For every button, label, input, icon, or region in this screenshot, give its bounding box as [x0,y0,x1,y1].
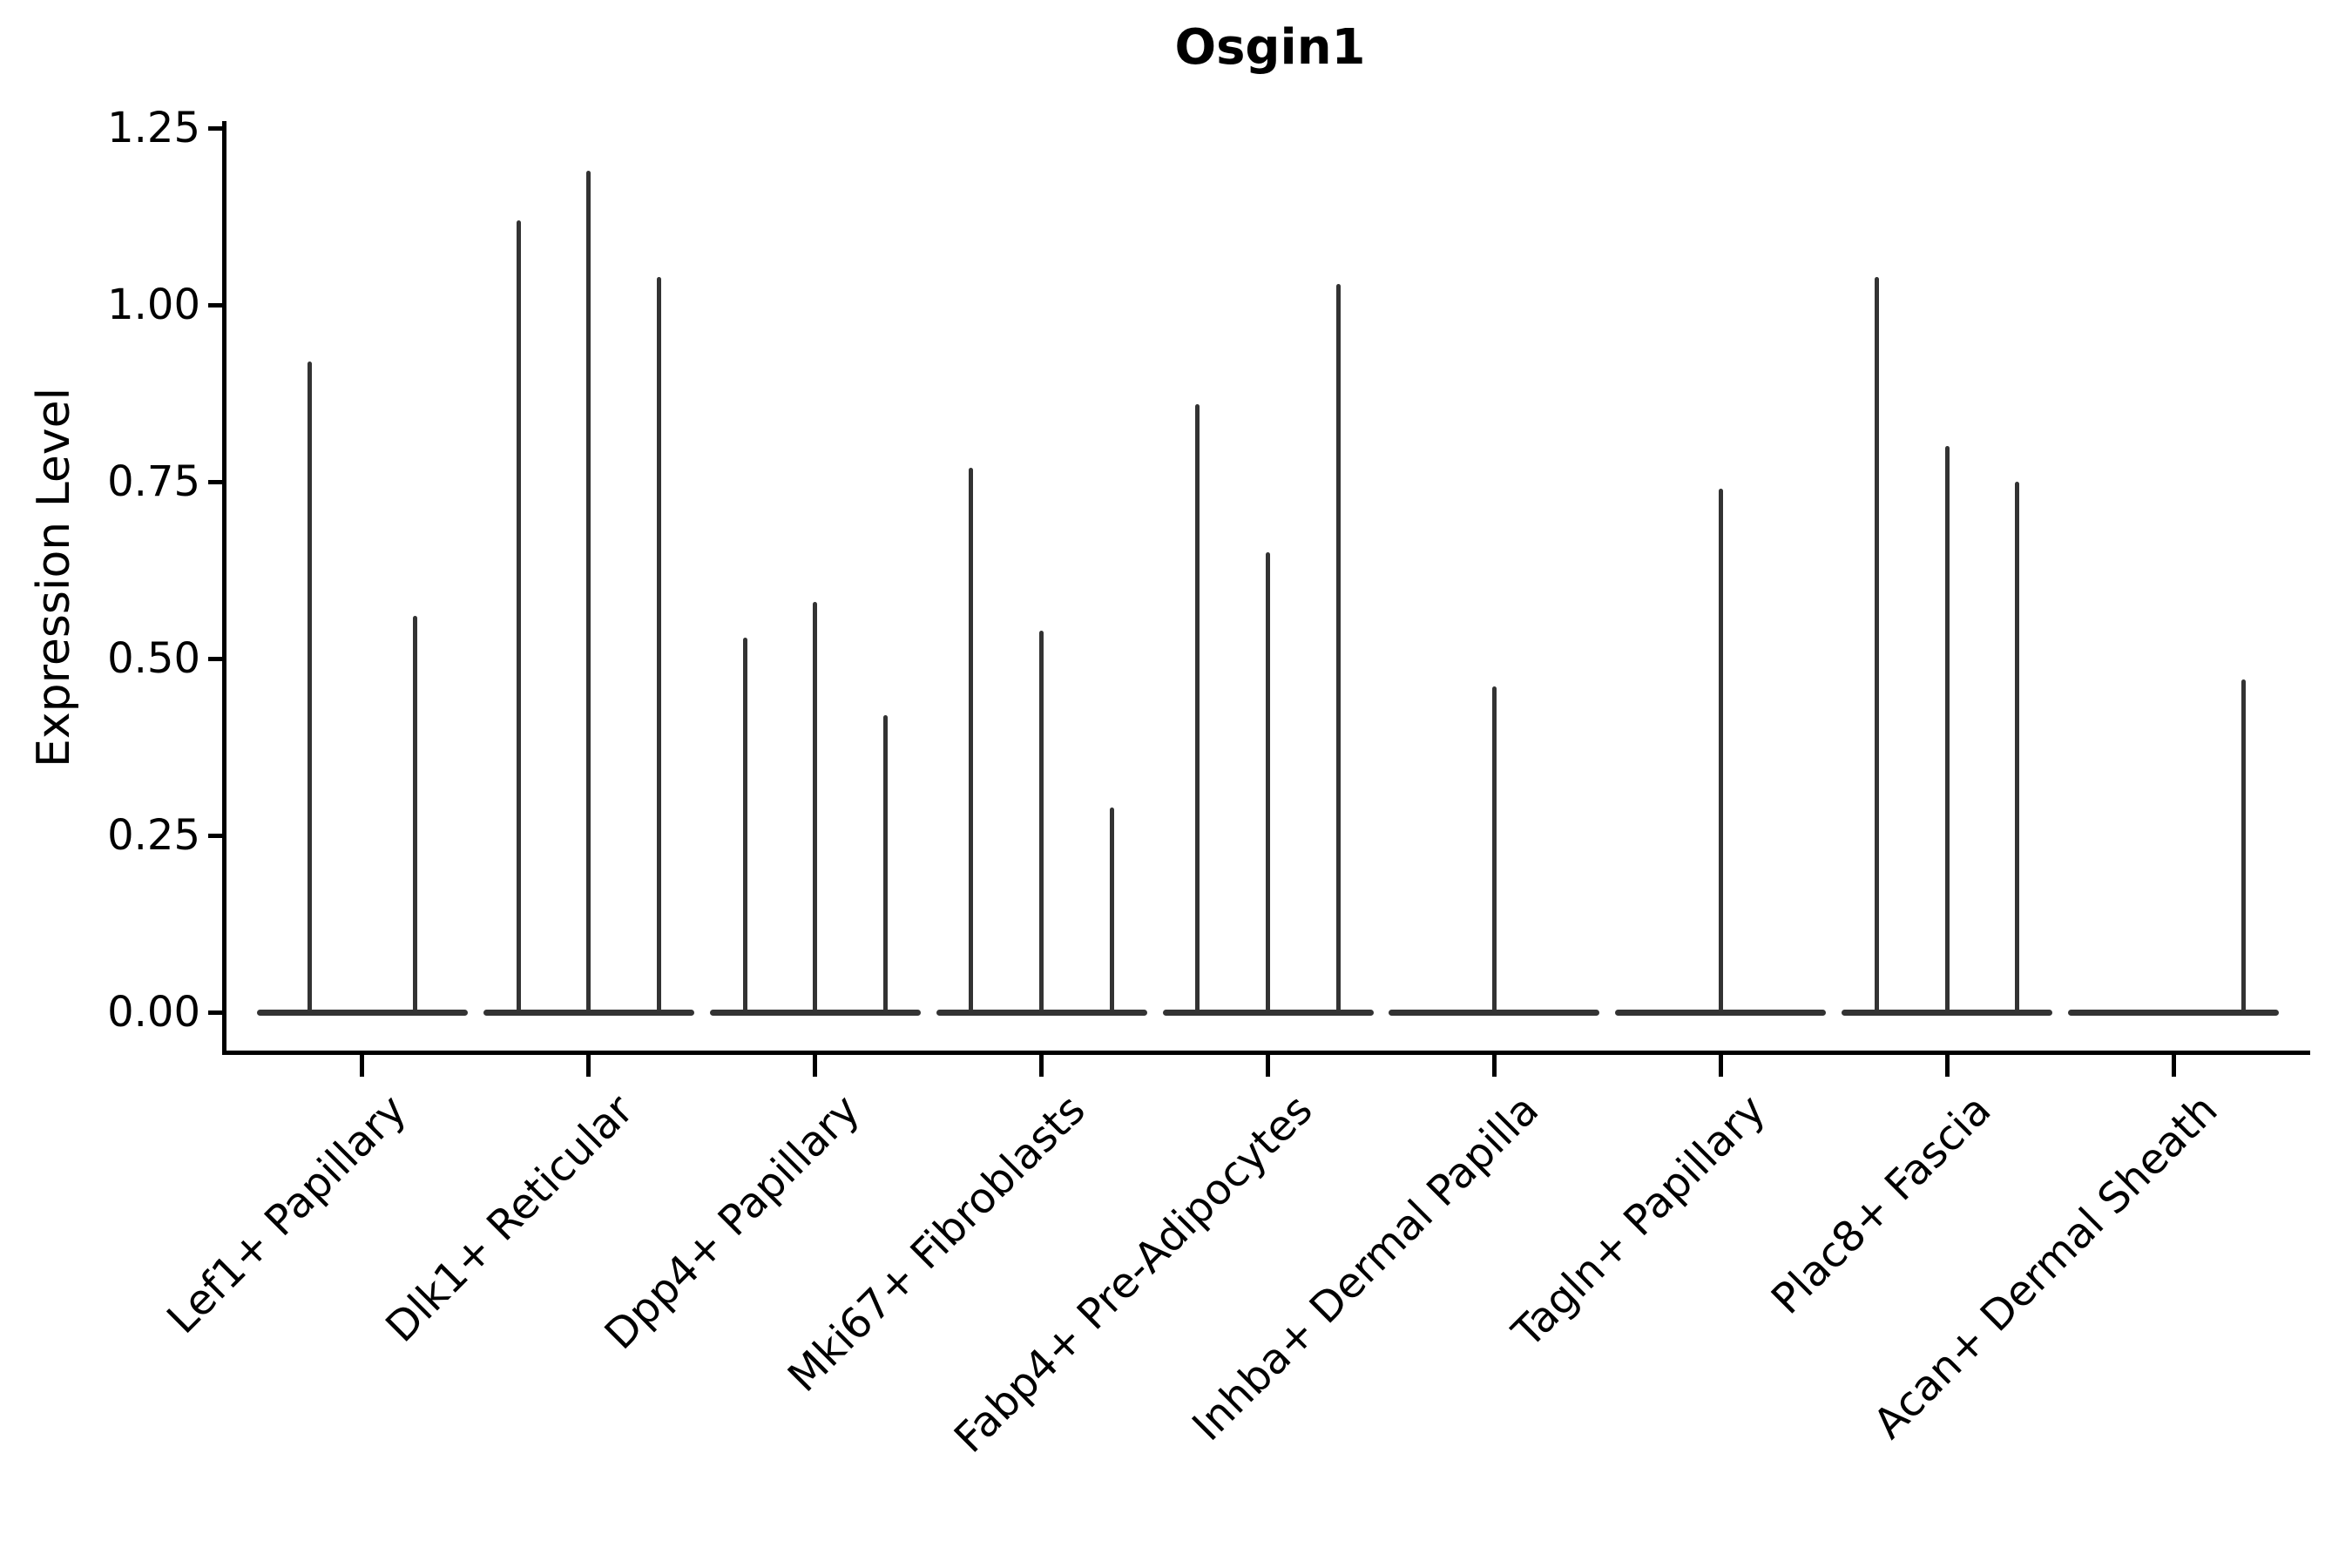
violin-spike [969,467,974,1012]
violin-base [709,1009,921,1016]
violin-spike [1491,686,1497,1012]
y-tick-label-text: 0.00 [107,988,200,1037]
violin-base [936,1009,1147,1016]
violin-spike [1039,630,1044,1012]
violin-spike [1335,283,1341,1012]
violin-spike [586,170,591,1012]
y-tick-label-text: 1.25 [107,104,200,152]
violin-spike [307,361,312,1012]
y-tick-mark [208,833,222,838]
x-tick-mark [1944,1052,1950,1077]
violin-spike [813,602,818,1012]
violin-spike [1266,552,1270,1012]
violin-base [256,1009,468,1016]
x-tick-label-text: Dlk1+ Reticular [375,1085,643,1352]
x-tick-label-text: Plac8+ Fascia [1762,1085,2001,1324]
y-axis-spine [222,121,226,1055]
y-tick-label-text: 1.00 [107,280,200,329]
violin-base [2068,1009,2280,1016]
violin-spike [1718,489,1723,1012]
violin-spike [1109,807,1114,1012]
x-tick-mark [1266,1052,1270,1077]
y-tick-label-text: 0.75 [107,457,200,506]
x-tick-label-text: Tagln+ Papillary [1503,1085,1774,1357]
violin-spike [1944,446,1950,1012]
violin-spike [742,637,747,1012]
y-tick-mark [208,656,222,661]
violin-base [1389,1009,1600,1016]
x-tick-mark [1039,1052,1044,1077]
x-tick-mark [813,1052,818,1077]
x-tick-mark [1718,1052,1723,1077]
violin-base [483,1009,694,1016]
y-tick-label-text: 0.25 [107,811,200,860]
violin-spike [2241,679,2247,1012]
y-tick-mark [208,1010,222,1015]
violin-spike [1875,276,1880,1012]
y-tick-mark [208,479,222,484]
y-tick-label-text: 0.50 [107,634,200,683]
x-tick-mark [1491,1052,1497,1077]
violin-base [1162,1009,1374,1016]
chart-title: Osgin1 [1174,19,1366,76]
violin-spike [2015,482,2020,1012]
y-tick-mark [208,302,222,308]
x-tick-label-text: Lef1+ Papillary [158,1085,416,1343]
violin-spike [516,220,521,1012]
violin-base [1842,1009,2053,1016]
y-tick-mark [208,125,222,131]
x-tick-mark [2171,1052,2176,1077]
x-tick-mark [360,1052,365,1077]
x-tick-label-text: Fabp4+ Pre-Adipocytes [944,1085,1322,1463]
violin-spike [412,616,417,1012]
violin-spike [1195,403,1200,1012]
violin-spike [882,714,888,1012]
violin-base [1615,1009,1827,1016]
x-tick-mark [586,1052,591,1077]
violin-spike [656,276,661,1012]
